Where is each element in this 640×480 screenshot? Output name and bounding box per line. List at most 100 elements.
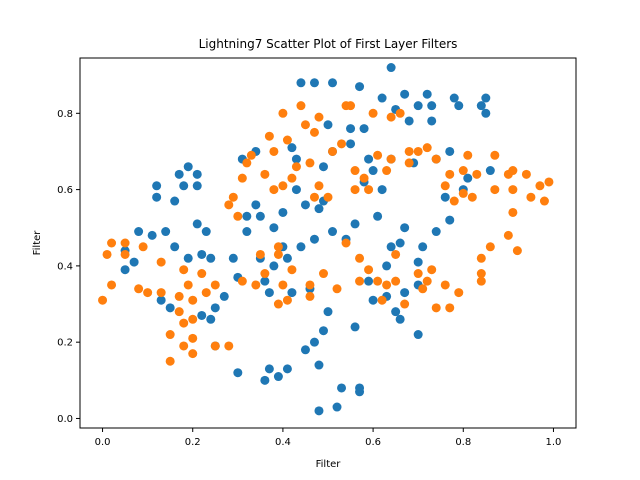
- series-1-point: [449, 93, 459, 103]
- series-2-point: [278, 108, 288, 118]
- axes-frame: [79, 57, 577, 429]
- series-1-point: [377, 185, 387, 195]
- series-1-point: [201, 227, 211, 237]
- series-1-point: [183, 162, 193, 172]
- series-1-point: [431, 227, 441, 237]
- series-1-point: [129, 257, 139, 267]
- series-1-point: [296, 78, 306, 88]
- series-2-point: [445, 303, 455, 313]
- series-2-point: [350, 166, 360, 176]
- series-1-point: [481, 108, 491, 118]
- series-1-point: [445, 146, 455, 156]
- y-tick-label: 0.6: [57, 185, 73, 196]
- series-1-point: [368, 166, 378, 176]
- series-2-point: [188, 295, 198, 305]
- series-2-point: [391, 276, 401, 286]
- series-2-point: [273, 299, 283, 309]
- series-2-point: [458, 166, 468, 176]
- y-tick-label: 0.2: [57, 338, 73, 349]
- series-1-point: [386, 63, 396, 73]
- series-1-point: [445, 215, 455, 225]
- series-1-point: [260, 375, 270, 385]
- series-1-point: [386, 242, 396, 252]
- series-2-point: [107, 280, 117, 290]
- series-2-point: [440, 181, 450, 191]
- series-2-point: [237, 173, 247, 183]
- series-2-point: [246, 150, 256, 160]
- series-1-point: [368, 295, 378, 305]
- series-2-point: [323, 192, 333, 202]
- series-1-point: [147, 230, 157, 240]
- series-1-point: [422, 89, 432, 99]
- series-2-point: [364, 265, 374, 275]
- series-1-point: [346, 139, 356, 149]
- series-2-point: [472, 169, 482, 179]
- series-2-point: [255, 249, 265, 259]
- series-1-point: [476, 101, 486, 111]
- series-1-point: [192, 219, 202, 229]
- ticks-layer: 0.0 0.2 0.4 0.6 0.8 1.0 0.0 0.2 0.4 0.6 0.8: [57, 109, 561, 448]
- series-2-point: [377, 295, 387, 305]
- series-1-point: [355, 387, 365, 397]
- series-1-point: [156, 295, 166, 305]
- series-2-point: [341, 238, 351, 248]
- series-2-point: [269, 146, 279, 156]
- series-1-point: [296, 242, 306, 252]
- series-2-point: [174, 307, 184, 317]
- series-2-point: [350, 185, 360, 195]
- chart-title: Lightning7 Scatter Plot of First Layer F…: [199, 37, 458, 51]
- series-1-point: [192, 169, 202, 179]
- series-1-point: [120, 265, 130, 275]
- series-2-point: [300, 120, 310, 130]
- series-2-point: [395, 108, 405, 118]
- series-2-point: [539, 196, 549, 206]
- series-2-point: [314, 112, 324, 122]
- series-2-point: [138, 242, 148, 252]
- series-2-point: [463, 150, 473, 160]
- series-1-point: [264, 364, 274, 374]
- series-1-point: [282, 364, 292, 374]
- series-2-point: [282, 295, 292, 305]
- series-1-point: [242, 227, 252, 237]
- series-1-point: [165, 303, 175, 313]
- series-2-point: [102, 249, 112, 259]
- series-1-point: [282, 253, 292, 263]
- series-2-point: [314, 181, 324, 191]
- series-2-point: [382, 166, 392, 176]
- series-1-point: [413, 101, 423, 111]
- series-1-point: [323, 120, 333, 130]
- y-tick-label: 0.8: [57, 109, 73, 120]
- series-1-point: [152, 192, 162, 202]
- series-1-point: [170, 196, 180, 206]
- series-1-point: [197, 249, 207, 259]
- series-2-point: [382, 280, 392, 290]
- series-1-point: [278, 207, 288, 217]
- series-2-point: [490, 150, 500, 160]
- series-2-point: [120, 238, 130, 248]
- series-2-point: [431, 303, 441, 313]
- series-2-point: [476, 253, 486, 263]
- series-1-point: [242, 211, 252, 221]
- series-2-point: [120, 249, 130, 259]
- series-2-point: [508, 207, 518, 217]
- series-1-point: [134, 227, 144, 237]
- series-2-point: [210, 341, 220, 351]
- series-2-point: [224, 200, 234, 210]
- series-1-point: [328, 78, 338, 88]
- series-1-point: [255, 211, 265, 221]
- x-tick-label: 1.0: [546, 437, 562, 448]
- series-2-point: [373, 150, 383, 160]
- series-1-point: [350, 322, 360, 332]
- series-1-point: [206, 314, 216, 324]
- series-2-point: [535, 181, 545, 191]
- series-1-point: [179, 181, 189, 191]
- series-2-point: [188, 333, 198, 343]
- series-2-point: [476, 276, 486, 286]
- series-2-point: [413, 146, 423, 156]
- series-2-point: [291, 162, 301, 172]
- series-1-point: [161, 227, 171, 237]
- series-2-point: [165, 330, 175, 340]
- series-1-point: [418, 242, 428, 252]
- series-1-point: [314, 406, 324, 416]
